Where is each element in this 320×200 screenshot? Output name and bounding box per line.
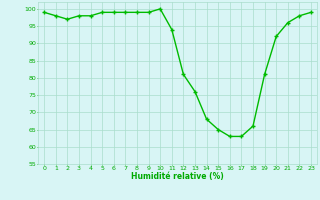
X-axis label: Humidité relative (%): Humidité relative (%) <box>131 172 224 181</box>
